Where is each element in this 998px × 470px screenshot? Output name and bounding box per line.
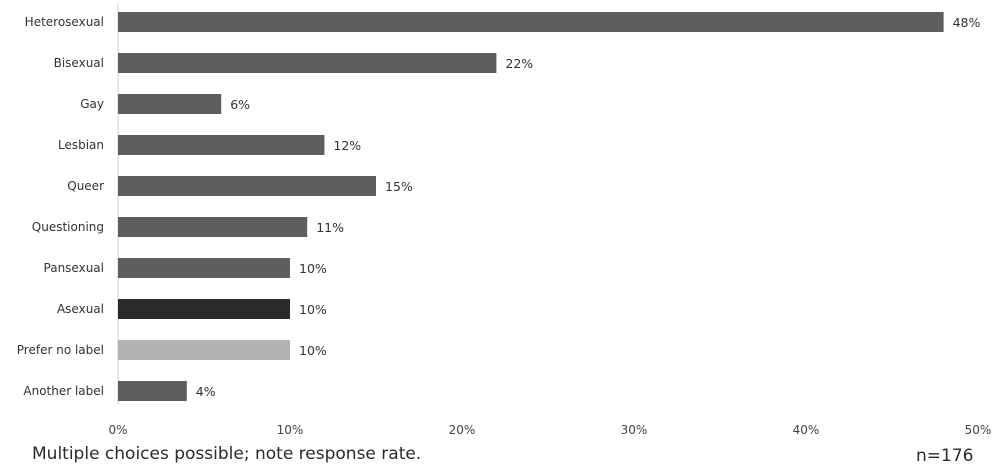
- category-label-heterosexual: Heterosexual: [25, 15, 104, 29]
- category-label-another-label: Another label: [23, 384, 104, 398]
- bar-gay: [118, 94, 222, 114]
- category-label-prefer-no-label: Prefer no label: [17, 343, 104, 357]
- bar-questioning: [118, 217, 308, 237]
- category-labels: Heterosexual Bisexual Gay Lesbian Queer Quest…: [17, 15, 104, 398]
- category-label-lesbian: Lesbian: [58, 138, 104, 152]
- category-label-pansexual: Pansexual: [44, 261, 104, 275]
- data-label-heterosexual: 48%: [953, 15, 981, 30]
- x-tick-label-10: 10%: [277, 423, 304, 437]
- bar-pansexual: [118, 258, 290, 278]
- x-tick-label-40: 40%: [793, 423, 820, 437]
- data-label-questioning: 11%: [316, 220, 344, 235]
- bar-bisexual: [118, 53, 497, 73]
- category-label-asexual: Asexual: [57, 302, 104, 316]
- data-labels: 48% 22% 6% 12% 15% 11% 10% 10% 10% 4%: [196, 15, 981, 399]
- x-tick-label-20: 20%: [449, 423, 476, 437]
- bar-lesbian: [118, 135, 325, 155]
- category-label-gay: Gay: [80, 97, 104, 111]
- bar-prefer-no-label: [118, 340, 290, 360]
- bars-layer: [118, 12, 944, 401]
- bar-another-label: [118, 381, 187, 401]
- data-label-lesbian: 12%: [333, 138, 361, 153]
- data-label-bisexual: 22%: [505, 56, 533, 71]
- bar-heterosexual: [118, 12, 944, 32]
- data-label-asexual: 10%: [299, 302, 327, 317]
- footnote-note: Multiple choices possible; note response…: [32, 444, 422, 464]
- data-label-queer: 15%: [385, 179, 413, 194]
- bar-queer: [118, 176, 376, 196]
- category-label-questioning: Questioning: [32, 220, 104, 234]
- category-label-bisexual: Bisexual: [54, 56, 104, 70]
- data-label-another-label: 4%: [196, 384, 216, 399]
- x-tick-label-50: 50%: [965, 423, 992, 437]
- category-label-queer: Queer: [67, 179, 104, 193]
- data-label-prefer-no-label: 10%: [299, 343, 327, 358]
- data-label-pansexual: 10%: [299, 261, 327, 276]
- data-label-gay: 6%: [230, 97, 250, 112]
- footnote-sample-size: n=176: [916, 446, 974, 466]
- x-tick-label-0: 0%: [108, 423, 127, 437]
- x-axis-tick-labels: 0% 10% 20% 30% 40% 50%: [108, 423, 991, 437]
- x-tick-label-30: 30%: [621, 423, 648, 437]
- bar-asexual: [118, 299, 290, 319]
